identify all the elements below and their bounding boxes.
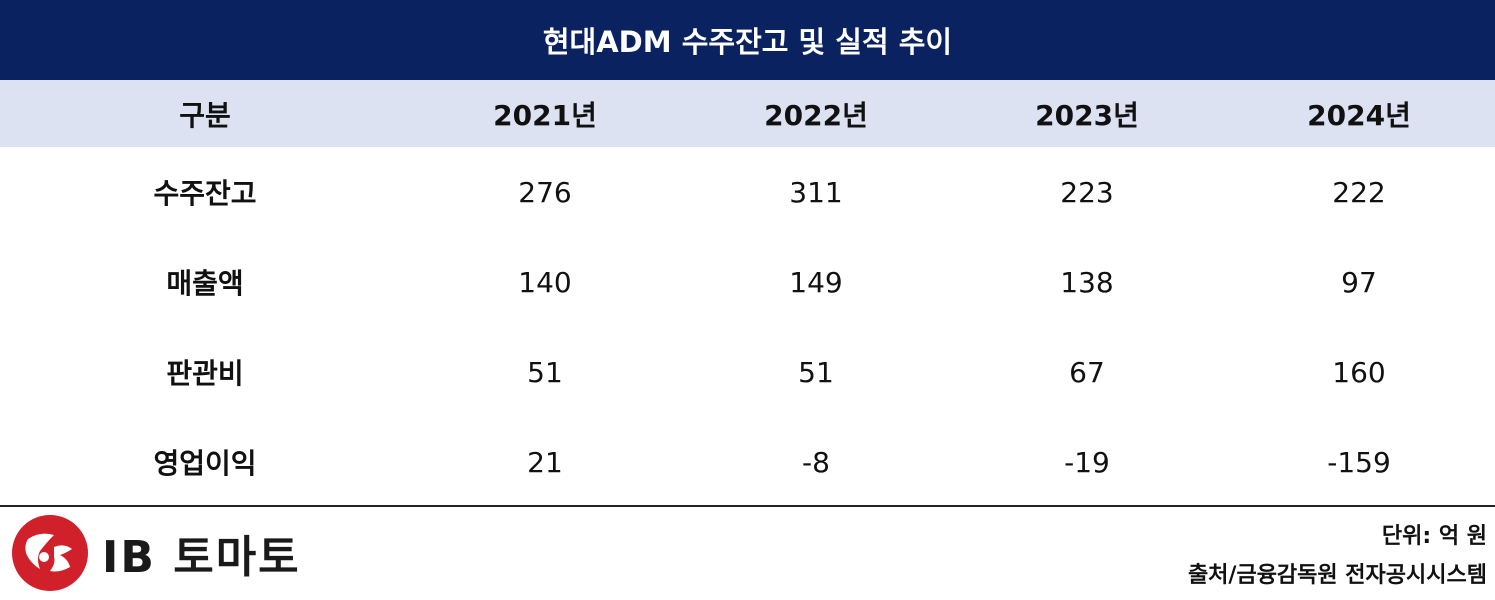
table-row-operating-profit: 영업이익 21 -8 -19 -159 <box>0 417 1495 507</box>
table-cell: 222 <box>1332 175 1386 209</box>
table-cell: 97 <box>1341 265 1377 299</box>
table-row-revenue: 매출액 140 149 138 97 <box>0 237 1495 327</box>
table-cell: -8 <box>802 445 830 479</box>
ib-tomato-logo: IB 토마토 <box>10 513 301 593</box>
column-header-2023: 2023년 <box>1035 98 1139 132</box>
column-header-2022: 2022년 <box>764 98 868 132</box>
table-cell: 223 <box>1060 175 1114 209</box>
table-cell: 51 <box>798 355 834 389</box>
table-cell: -19 <box>1064 445 1110 479</box>
column-header-category: 구분 <box>179 98 231 132</box>
table-cell: 51 <box>527 355 563 389</box>
row-label: 매출액 <box>166 267 244 300</box>
table-bottom-rule <box>0 505 1495 507</box>
table-cell: 21 <box>527 445 563 479</box>
table-row-backlog: 수주잔고 276 311 223 222 <box>0 147 1495 237</box>
tomato-logo-icon <box>12 515 88 591</box>
source-note: 출처/금융감독원 전자공시시스템 <box>1187 563 1487 588</box>
table-cell: 276 <box>518 175 572 209</box>
table-row-sga: 판관비 51 51 67 160 <box>0 327 1495 417</box>
table-cell: 311 <box>789 175 843 209</box>
logo-wordmark: IB 토마토 <box>102 532 301 583</box>
table-cell: 160 <box>1332 355 1386 389</box>
table-title: 현대ADM 수주잔고 및 실적 추이 <box>0 0 1495 80</box>
table-cell: 67 <box>1069 355 1105 389</box>
table-header-row: 구분 2021년 2022년 2023년 2024년 <box>0 80 1495 147</box>
row-label: 수주잔고 <box>153 177 257 210</box>
table-cell: 149 <box>789 265 843 299</box>
row-label: 영업이익 <box>153 447 257 480</box>
unit-note: 단위: 억 원 <box>1381 524 1487 549</box>
row-label: 판관비 <box>166 357 244 390</box>
table-cell: 138 <box>1060 265 1114 299</box>
table-cell: -159 <box>1327 445 1391 479</box>
column-header-2021: 2021년 <box>493 98 597 132</box>
column-header-2024: 2024년 <box>1307 98 1411 132</box>
table-cell: 140 <box>518 265 572 299</box>
